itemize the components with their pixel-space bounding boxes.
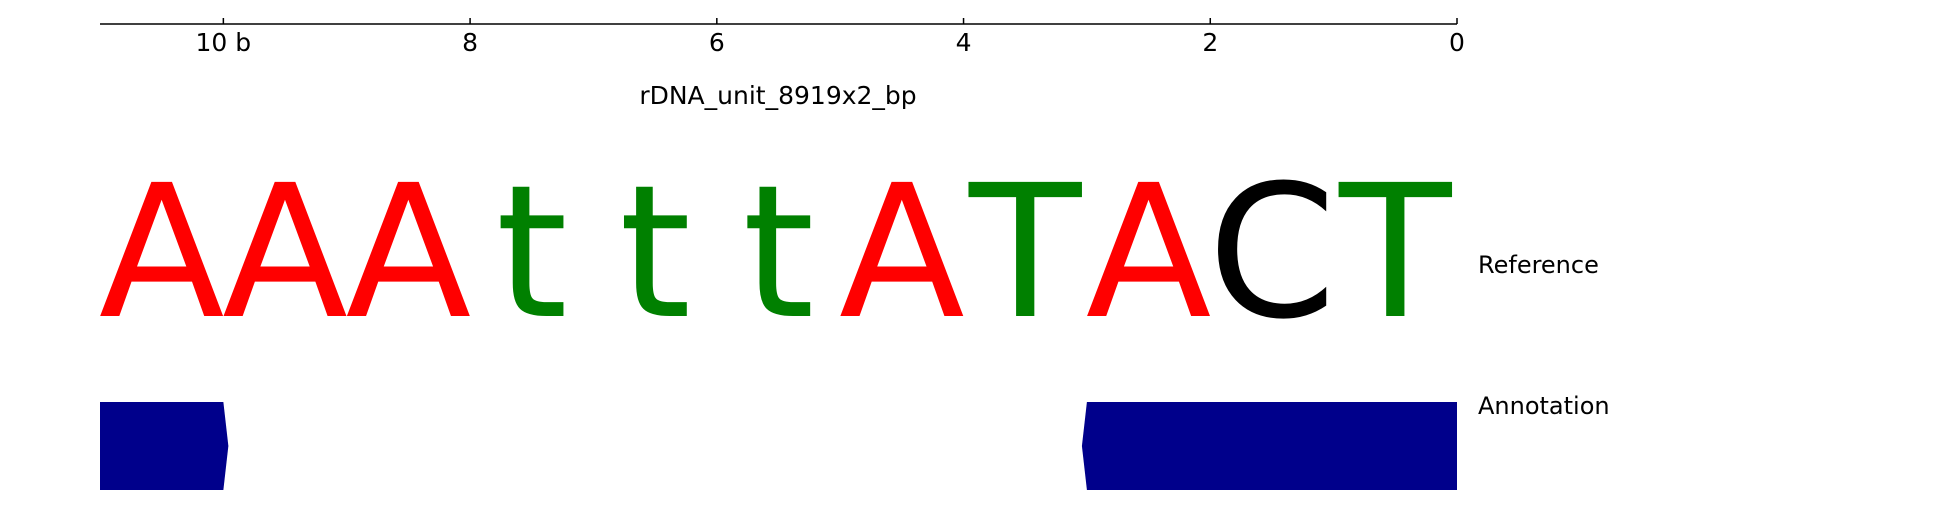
annotation-track-label: Annotation [1478,392,1610,420]
ruler-tick-label: 2 [1202,28,1218,57]
reference-base: t [742,146,814,360]
reference-base: C [1208,146,1336,360]
reference-base: T [968,146,1082,360]
ruler-tick-label: 6 [709,28,725,57]
reference-base: t [619,146,691,360]
reference-base: t [496,146,568,360]
annotation-track [100,402,1457,490]
reference-base: T [1338,146,1452,360]
ruler-tick-label: 8 [462,28,478,57]
ruler-tick-label: 10 b [196,28,252,57]
reference-base: A [345,146,471,360]
reference-base: A [222,146,348,360]
annotation-feature [100,402,229,490]
ruler-tick-label: 4 [956,28,972,57]
annotation-feature [1081,402,1457,490]
sequence-name: rDNA_unit_8919x2_bp [639,81,916,110]
ruler-tick-label: 0 [1449,28,1465,57]
reference-sequence: AAA t t t A T AC T [99,146,1452,360]
reference-track-label: Reference [1478,251,1599,279]
reference-base: A [1086,146,1212,360]
reference-base: A [99,146,225,360]
reference-base: A [839,146,965,360]
ruler-ticks: 10 b 8 6 4 2 0 [196,18,1465,57]
